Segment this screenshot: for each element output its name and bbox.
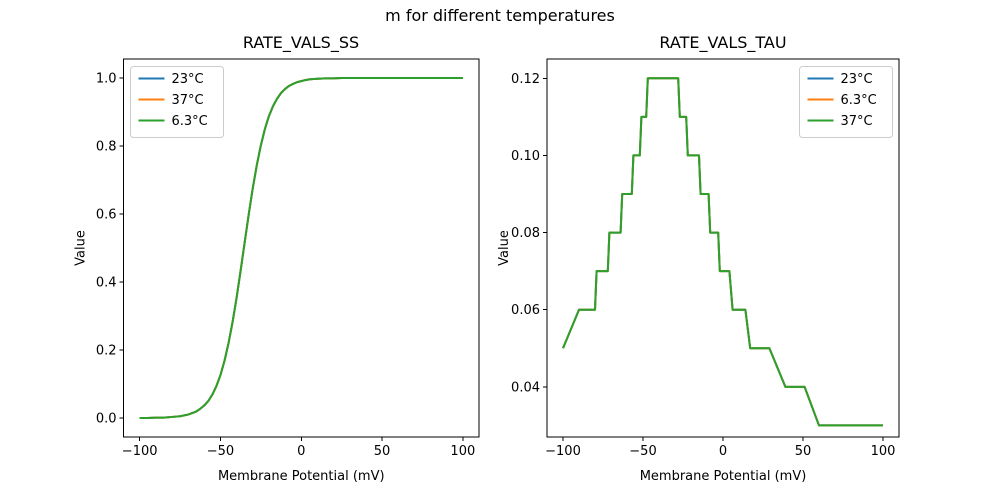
- tau-y-tick-label: 0.06: [511, 303, 540, 318]
- tau-legend-label-2: 37°C: [841, 114, 873, 129]
- tau-legend-label-1: 6.3°C: [841, 93, 877, 108]
- ss-y-tick-label: 0.6: [96, 208, 117, 223]
- ss-legend-label-2: 6.3°C: [172, 114, 208, 129]
- ss-y-tick-label: 0.8: [96, 140, 117, 155]
- ss-chart-title: RATE_VALS_SS: [242, 33, 360, 52]
- tau-series-line-2: [562, 77, 883, 427]
- ss-x-tick-label: 50: [374, 444, 391, 459]
- figure-suptitle: m for different temperatures: [385, 6, 615, 25]
- ss-legend-label-1: 37°C: [172, 93, 204, 108]
- tau-x-tick-label: 100: [871, 444, 896, 459]
- tau-y-axis-label: Value: [497, 230, 512, 266]
- ss-series-line-2: [139, 77, 463, 419]
- tau-x-axis-label: Membrane Potential (mV): [640, 469, 807, 484]
- tau-y-tick-label: 0.04: [511, 380, 540, 395]
- ss-legend-label-0: 23°C: [172, 72, 204, 87]
- ss-y-tick-label: 0.4: [96, 275, 117, 290]
- tau-y-tick-label: 0.10: [511, 149, 540, 164]
- tau-x-tick-label: 50: [795, 444, 812, 459]
- tau-legend-label-0: 23°C: [841, 72, 873, 87]
- ss-y-tick-label: 0.0: [96, 411, 117, 426]
- tau-x-tick-label: −100: [545, 444, 581, 459]
- tau-plot: −100 −50 0 50 100 0.04 0.06 0.08 0.10 0.12 Membran…: [497, 58, 900, 484]
- ss-x-tick-label: 0: [297, 444, 305, 459]
- tau-y-tick-label: 0.08: [511, 226, 540, 241]
- ss-x-tick-label: −50: [207, 444, 234, 459]
- ss-x-tick-label: 100: [450, 444, 475, 459]
- tau-y-tick-label: 0.12: [511, 72, 540, 87]
- tau-x-tick-label: 0: [719, 444, 727, 459]
- ss-y-tick-label: 0.2: [96, 343, 117, 358]
- ss-y-axis-label: Value: [74, 230, 89, 266]
- tau-x-tick-label: −50: [629, 444, 656, 459]
- ss-plot: −100 −50 0 50 100 0.0 0.2 0.4 0.6 0.8 1.0 Membrane …: [74, 58, 480, 484]
- ss-x-tick-label: −100: [122, 444, 158, 459]
- ss-x-axis-label: Membrane Potential (mV): [218, 469, 385, 484]
- ss-y-tick-label: 1.0: [96, 72, 117, 87]
- tau-chart-title: RATE_VALS_TAU: [659, 33, 787, 52]
